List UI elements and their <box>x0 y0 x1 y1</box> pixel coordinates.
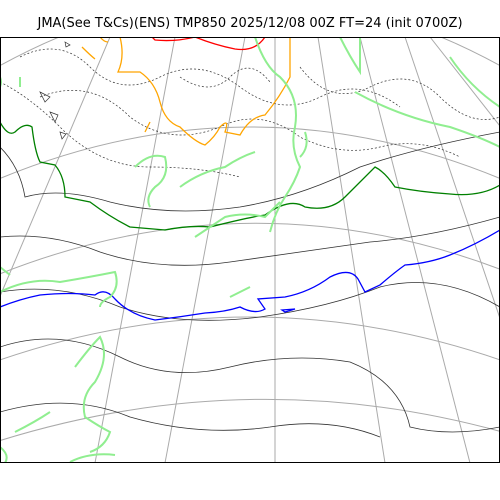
latitude-line <box>0 126 500 180</box>
meridian-line <box>404 37 500 321</box>
contour-line <box>19 48 401 108</box>
meridian-line <box>94 37 176 463</box>
contour-line <box>0 131 500 212</box>
coastline <box>179 151 256 188</box>
meridian-line <box>0 37 111 298</box>
coastline <box>194 201 281 238</box>
coastline <box>0 270 118 308</box>
meridian-line <box>317 37 386 463</box>
latitude-line <box>0 398 500 442</box>
latitude-line <box>0 222 500 275</box>
coastline <box>0 446 8 463</box>
coastline <box>354 91 500 148</box>
map-title: JMA(See T&Cs)(ENS) TMP850 2025/12/08 00Z… <box>37 16 463 31</box>
coastline <box>14 411 51 433</box>
lake <box>64 41 71 48</box>
contour-line <box>299 66 500 120</box>
contour-line <box>39 90 461 158</box>
latitude-line <box>0 37 500 67</box>
latitude-line <box>0 316 500 361</box>
coastline <box>134 154 168 208</box>
graticule-latitudes <box>0 37 500 442</box>
map-frame <box>0 37 500 463</box>
isotherm-blue <box>0 229 500 321</box>
lake-outlines <box>39 41 71 140</box>
lake <box>49 111 59 123</box>
coastline <box>74 335 112 453</box>
isotherm-red <box>151 37 266 51</box>
coastline <box>449 56 500 108</box>
weather-map <box>0 37 500 463</box>
coastline <box>339 37 361 76</box>
contour-line <box>0 282 500 321</box>
lake <box>39 91 51 103</box>
meridian-line <box>164 37 246 463</box>
graticule-meridians <box>0 37 500 463</box>
coastline <box>229 286 251 298</box>
coastline <box>299 131 308 158</box>
coastlines <box>0 37 500 463</box>
contour-line <box>0 338 500 433</box>
coastline <box>69 453 116 463</box>
meridian-line <box>359 37 471 463</box>
meridian-line <box>429 37 500 127</box>
lake <box>59 131 67 140</box>
dashed-contours <box>0 48 500 178</box>
isotherm-orange-fragment <box>144 121 151 133</box>
isotherm-orange <box>116 37 291 146</box>
isotherm-blue-fragment <box>280 308 296 313</box>
coastline <box>0 266 11 276</box>
contour-line <box>0 81 241 178</box>
isotherm-orange-fragment <box>81 46 96 60</box>
solid-contours <box>0 131 500 438</box>
contour-line <box>0 402 381 438</box>
contour-line <box>0 216 500 266</box>
coastline <box>254 37 302 233</box>
isotherm-green <box>0 121 500 231</box>
